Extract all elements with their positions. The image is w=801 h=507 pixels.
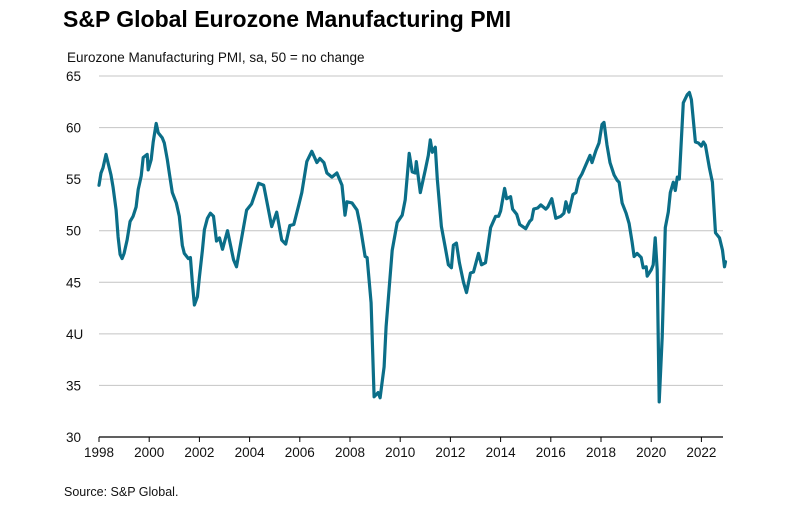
x-tick-label: 1998 <box>84 445 114 460</box>
series-line-pmi <box>97 90 728 404</box>
source-note: Source: S&P Global. <box>64 485 179 499</box>
x-tick-label: 2010 <box>385 445 415 460</box>
gridlines <box>99 75 723 386</box>
x-tick-label: 2008 <box>335 445 365 460</box>
y-tick-label: 30 <box>66 430 81 445</box>
x-tick-label: 2004 <box>235 445 266 460</box>
y-tick-label: 55 <box>66 172 81 187</box>
y-tick-label: 4U <box>66 327 83 342</box>
y-tick-label: 60 <box>66 121 81 136</box>
x-tick-label: 2000 <box>134 445 164 460</box>
x-tick-label: 2006 <box>285 445 315 460</box>
x-axis-ticks: 1998 2000 2002 2004 2006 2008 2010 2012 2014 2016… <box>84 437 716 460</box>
x-tick-label: 2012 <box>435 445 465 460</box>
y-tick-label: 45 <box>66 275 81 290</box>
y-axis-ticks: 30 35 4U 45 50 55 60 65 <box>66 69 83 445</box>
y-tick-label: 50 <box>66 224 81 239</box>
y-tick-label: 65 <box>66 69 81 84</box>
x-tick-label: 2016 <box>536 445 566 460</box>
x-tick-label: 2018 <box>586 445 616 460</box>
chart-subtitle: Eurozone Manufacturing PMI, sa, 50 = no … <box>67 50 365 65</box>
y-tick-label: 35 <box>66 378 81 393</box>
series-layer <box>97 90 728 404</box>
chart-title: S&P Global Eurozone Manufacturing PMI <box>63 6 512 32</box>
x-tick-label: 2022 <box>686 445 716 460</box>
x-tick-label: 2020 <box>636 445 666 460</box>
x-tick-label: 2002 <box>184 445 214 460</box>
x-tick-label: 2014 <box>486 445 517 460</box>
